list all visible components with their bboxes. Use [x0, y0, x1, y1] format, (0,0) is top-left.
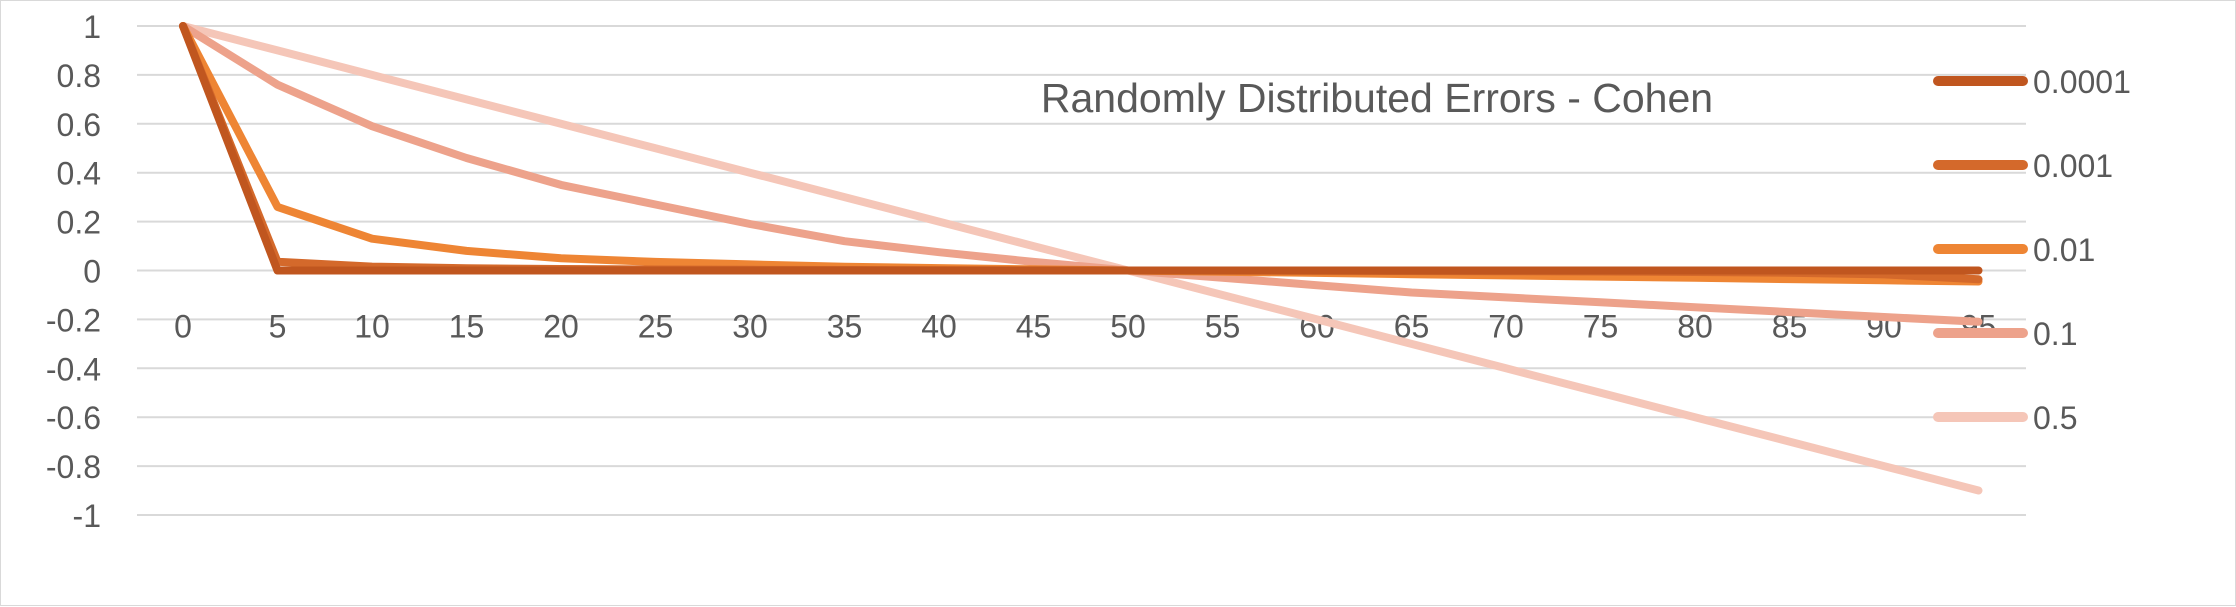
legend-label: 0.1 — [2033, 316, 2077, 352]
y-tick-label: 1 — [83, 9, 101, 45]
x-tick-label: 95 — [1961, 309, 1997, 345]
x-tick-label: 30 — [732, 309, 768, 345]
x-tick-label: 80 — [1677, 309, 1713, 345]
series-lines — [179, 22, 1983, 495]
x-tick-label: 45 — [1016, 309, 1052, 345]
series-line-0-0001 — [179, 22, 1983, 275]
x-tick-label: 25 — [638, 309, 674, 345]
legend-label: 0.0001 — [2033, 64, 2131, 100]
legend: 0.0001 0.001 0.01 0.1 0.5 — [1933, 64, 2131, 436]
y-tick-label: -0.4 — [46, 351, 101, 387]
x-tick-label: 5 — [269, 309, 287, 345]
y-tick-label: 0.4 — [57, 156, 101, 192]
legend-label: 0.5 — [2033, 400, 2077, 436]
x-tick-label: 0 — [174, 309, 192, 345]
y-tick-label: 0.6 — [57, 107, 101, 143]
x-tick-label: 55 — [1205, 309, 1241, 345]
x-tick-label: 10 — [354, 309, 390, 345]
series-line-0-5 — [179, 22, 1983, 495]
x-tick-label: 75 — [1583, 309, 1619, 345]
x-axis-tick-labels: 0 5 10 15 20 25 30 35 40 45 50 55 60 65 70 75 80 85 90 95 — [174, 309, 1996, 345]
x-tick-label: 50 — [1110, 309, 1146, 345]
x-tick-label: 15 — [449, 309, 485, 345]
y-tick-label: 0 — [83, 254, 101, 290]
y-tick-label: 0.8 — [57, 58, 101, 94]
y-tick-label: -1 — [73, 498, 101, 534]
legend-label: 0.01 — [2033, 232, 2095, 268]
y-tick-label: -0.8 — [46, 449, 101, 485]
chart-title: Randomly Distributed Errors - Cohen — [1041, 75, 1713, 121]
y-axis-tick-labels: 1 0.8 0.6 0.4 0.2 0 -0.2 -0.4 -0.6 -0.8 -1 — [46, 9, 101, 534]
y-tick-label: -0.6 — [46, 400, 101, 436]
y-tick-label: 0.2 — [57, 205, 101, 241]
x-tick-label: 35 — [827, 309, 863, 345]
x-tick-label: 40 — [921, 309, 957, 345]
x-tick-label: 20 — [543, 309, 579, 345]
x-tick-label: 70 — [1488, 309, 1524, 345]
legend-label: 0.001 — [2033, 148, 2113, 184]
y-tick-label: -0.2 — [46, 302, 101, 338]
